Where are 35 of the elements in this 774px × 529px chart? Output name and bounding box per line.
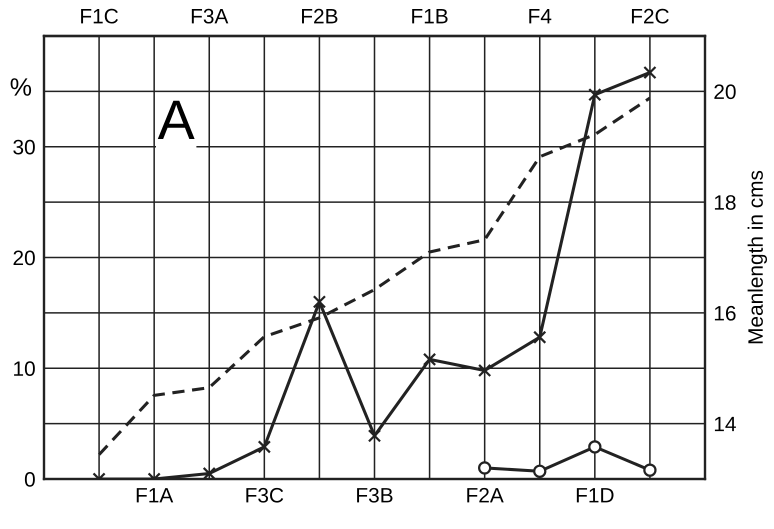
point [588,440,602,454]
point [258,440,271,454]
x-tick-label: F1C [81,8,118,24]
x-tick-label: F1B [412,9,448,24]
point [643,66,657,80]
x-tick-label: F3C [246,488,284,503]
point [202,466,216,479]
point [643,463,657,477]
x-tick-label: F2B [302,8,338,24]
x-tick-label: F2C [632,8,669,24]
annotation: A [158,100,195,139]
x-tick-label: F1D [576,488,614,502]
x-tick-label: F4 [529,9,552,24]
point [533,330,546,344]
point [422,352,436,366]
y-axis-title: % [10,78,32,96]
y2-tick-label: 16 [714,306,736,321]
point [368,429,382,442]
y-tick-label: 10 [14,361,35,376]
x-tick-label: F1A [136,488,174,502]
y2-tick-label: 14 [714,416,736,432]
y-tick-label: 30 [13,140,35,155]
x-tick-label: F2A [467,488,504,502]
point [478,461,492,475]
y2-axis-title: Meanlength in cms [748,170,768,344]
point [588,88,602,102]
x-tick-label: F3B [357,488,393,503]
y2-tick-label: 18 [714,195,736,210]
point [533,464,546,478]
x-tick-label: F3A [192,8,228,24]
y2-tick-label: 20 [714,84,736,100]
y-tick-label: 0 [24,472,35,487]
point [312,295,326,308]
y-tick-label: 20 [14,250,35,266]
point [478,364,492,378]
